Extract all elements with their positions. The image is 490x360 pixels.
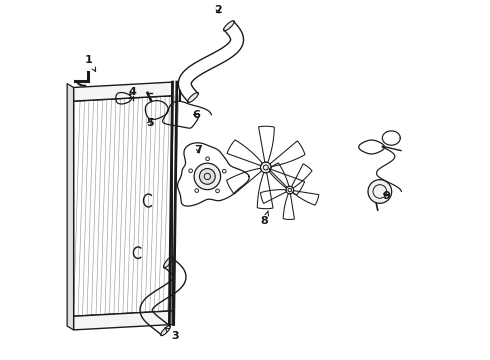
Text: 7: 7 <box>195 144 202 154</box>
Circle shape <box>368 180 392 203</box>
Text: 5: 5 <box>146 118 154 128</box>
Circle shape <box>194 163 221 190</box>
Ellipse shape <box>223 21 234 31</box>
Polygon shape <box>74 311 172 330</box>
Text: 3: 3 <box>165 328 179 341</box>
Circle shape <box>199 168 215 184</box>
Text: 2: 2 <box>214 5 222 15</box>
Ellipse shape <box>161 325 171 336</box>
Circle shape <box>261 162 271 173</box>
Text: 8: 8 <box>261 211 269 226</box>
Text: 1: 1 <box>85 55 96 71</box>
Text: 6: 6 <box>193 111 200 121</box>
Text: 4: 4 <box>128 87 136 97</box>
Circle shape <box>286 186 294 194</box>
Ellipse shape <box>188 93 198 103</box>
Polygon shape <box>67 84 74 330</box>
Polygon shape <box>74 82 172 101</box>
Text: 9: 9 <box>383 191 391 201</box>
Ellipse shape <box>164 257 172 268</box>
